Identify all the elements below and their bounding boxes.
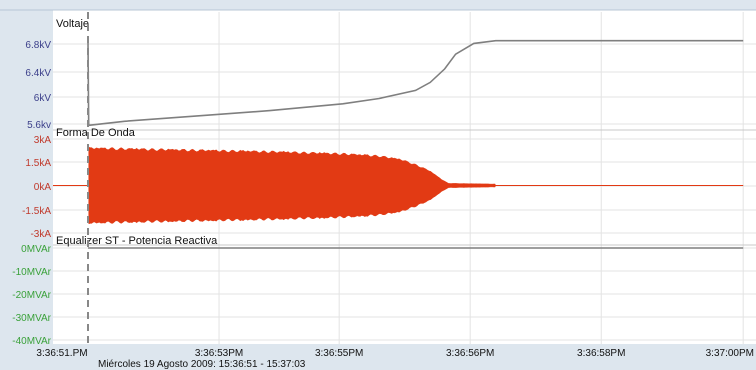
- y-tick-label: 3kA: [34, 135, 52, 146]
- y-tick-label: 0MVAr: [21, 244, 51, 255]
- y-tick-label: 0kA: [34, 182, 52, 193]
- chart-marks: [53, 39, 744, 249]
- waveform-area: [88, 146, 496, 225]
- y-tick-label: -1.5kA: [22, 206, 51, 217]
- y-tick-label: 6.4kV: [25, 68, 51, 79]
- y-tick-labels: 6.8kV 6.4kV 6kV 5.6kv 3kA 1.5kA 0kA -1.5kA -3kA 0…: [12, 40, 51, 347]
- y-tick-label: 1.5kA: [25, 158, 51, 169]
- x-tick-label: 3:37:00PM: [706, 348, 754, 359]
- y-tick-label: -20MVAr: [12, 290, 51, 301]
- y-tick-label: -10MVAr: [12, 267, 51, 278]
- y-tick-label: 5.6kv: [27, 120, 51, 131]
- y-tick-label: -3kA: [30, 229, 51, 240]
- y-tick-label: -40MVAr: [12, 336, 51, 347]
- y-tick-label: -30MVAr: [12, 313, 51, 324]
- x-tick-label: 3:36:55PM: [315, 348, 363, 359]
- panel-title-voltaje: Voltaje: [56, 18, 89, 30]
- x-tick-label: 3:36:58PM: [577, 348, 625, 359]
- x-tick-label: 3:36:53PM: [195, 348, 243, 359]
- y-tick-label: 6.8kV: [25, 40, 51, 51]
- time-range-label: Miércoles 19 Agosto 2009: 15:36:51 - 15:…: [98, 359, 306, 370]
- panel-title-forma-de-onda: Forma De Onda: [56, 127, 136, 139]
- x-tick-label: 3:36:51.PM: [36, 348, 87, 359]
- panel-title-potencia-reactiva: Equalizer ST - Potencia Reactiva: [56, 235, 218, 247]
- x-tick-label: 3:36:56PM: [446, 348, 494, 359]
- y-tick-label: 6kV: [34, 93, 52, 104]
- series-line: [87, 39, 744, 127]
- x-tick-labels: 3:36:51.PM 3:36:53PM 3:36:55PM 3:36:56PM 3:3…: [36, 348, 754, 359]
